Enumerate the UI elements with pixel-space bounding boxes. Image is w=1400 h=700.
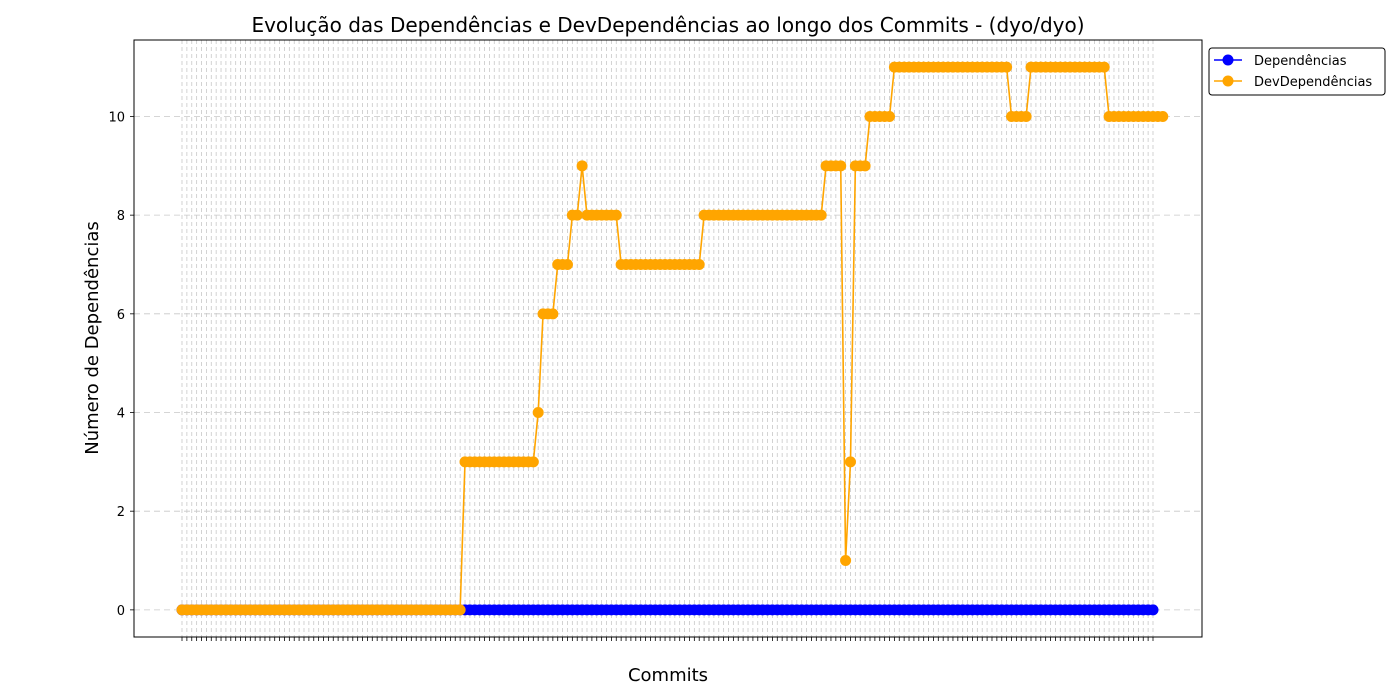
chart-title: Evolução das Dependências e DevDependênc… (251, 13, 1084, 37)
legend-marker-devdependencias (1222, 75, 1234, 87)
y-tick-label: 6 (117, 308, 125, 323)
plot-frame (133, 39, 1203, 638)
x-axis-label: Commits (628, 665, 708, 686)
legend-label-dependencias: Dependências (1254, 54, 1347, 69)
data-point-devdependencias (532, 407, 544, 419)
data-point-devdependencias (1098, 61, 1110, 73)
y-tick-label: 4 (117, 407, 125, 422)
data-point-devdependencias (571, 209, 583, 221)
series-layer (176, 61, 1169, 616)
y-tick-label: 2 (117, 505, 125, 520)
data-point-devdependencias (815, 209, 827, 221)
data-point-devdependencias (1001, 61, 1013, 73)
data-point-devdependencias (527, 456, 539, 468)
data-point-devdependencias (884, 110, 896, 122)
x-ticks (181, 637, 1154, 641)
legend-marker-dependencias (1222, 54, 1234, 66)
y-tick-label: 10 (108, 110, 125, 125)
y-axis-label: Número de Dependências (82, 221, 103, 455)
data-point-devdependencias (840, 555, 852, 567)
data-point-devdependencias (1020, 110, 1032, 122)
data-point-devdependencias (835, 160, 847, 172)
series-points-devdependencias (176, 61, 1169, 616)
y-ticks: 0 2 4 6 8 10 (108, 110, 134, 619)
legend: Dependências DevDependências (1208, 47, 1386, 96)
y-tick-label: 0 (117, 604, 125, 619)
y-tick-label: 8 (117, 209, 125, 224)
data-point-devdependencias (859, 160, 871, 172)
data-point-devdependencias (1157, 110, 1169, 122)
data-point-devdependencias (844, 456, 856, 468)
data-point-devdependencias (454, 604, 466, 616)
data-point-dependencias (1147, 604, 1159, 616)
data-point-devdependencias (547, 308, 559, 320)
data-point-devdependencias (693, 258, 705, 270)
data-point-devdependencias (610, 209, 622, 221)
data-point-devdependencias (576, 160, 588, 172)
data-point-devdependencias (561, 258, 573, 270)
x-gridlines (181, 40, 1154, 637)
legend-label-devdependencias: DevDependências (1254, 75, 1372, 90)
legend-box (1208, 47, 1386, 96)
